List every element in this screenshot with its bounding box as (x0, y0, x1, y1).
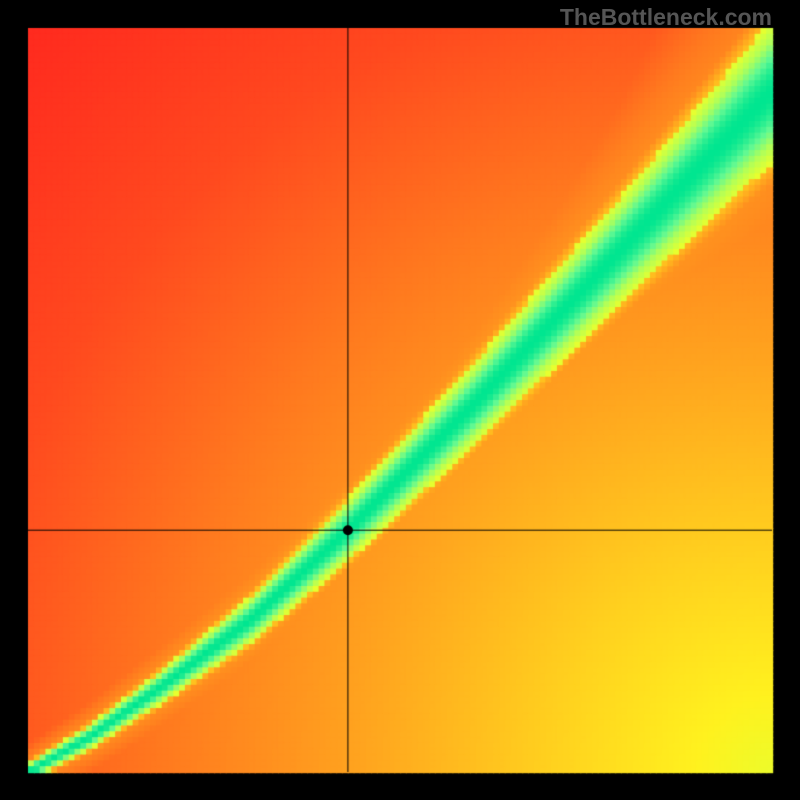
bottleneck-heatmap (0, 0, 800, 800)
watermark-text: TheBottleneck.com (560, 4, 772, 31)
